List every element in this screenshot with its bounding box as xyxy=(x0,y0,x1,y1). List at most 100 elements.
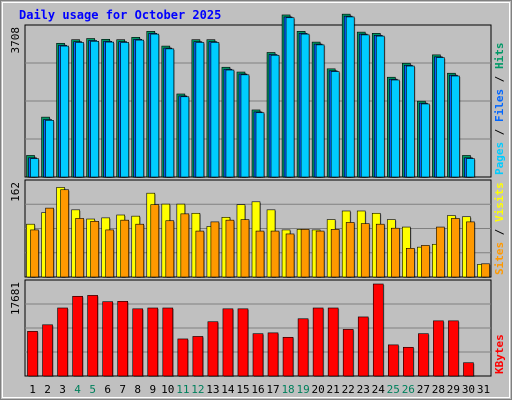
bar-pages-day-9 xyxy=(150,33,160,178)
bar-sites-day-3 xyxy=(60,189,69,278)
bar-kbytes-day-19 xyxy=(297,318,309,377)
day-label-4: 4 xyxy=(74,383,81,396)
bar-pages-day-18 xyxy=(285,17,295,178)
bar-pages-day-7 xyxy=(120,42,130,178)
day-label-23: 23 xyxy=(357,383,370,396)
bar-pages-day-26 xyxy=(406,65,415,178)
panel-visits: 162 Sites / Visits xyxy=(9,179,506,278)
bar-pages-day-17 xyxy=(270,54,280,178)
bar-pages-day-5 xyxy=(90,40,99,178)
bar-sites-day-13 xyxy=(210,221,220,278)
bar-pages-day-20 xyxy=(315,44,325,178)
panel-visits-max-label: 162 xyxy=(9,182,22,202)
bar-pages-day-11 xyxy=(180,96,190,178)
day-label-29: 29 xyxy=(447,383,460,396)
bar-sites-day-22 xyxy=(345,222,355,278)
bar-kbytes-day-7 xyxy=(117,301,129,377)
bar-pages-day-1 xyxy=(30,158,39,178)
day-label-1: 1 xyxy=(29,383,36,396)
bar-kbytes-day-26 xyxy=(403,346,414,377)
bar-sites-day-26 xyxy=(406,247,415,278)
day-label-16: 16 xyxy=(251,383,264,396)
bar-pages-day-15 xyxy=(240,74,250,178)
bar-sites-day-17 xyxy=(270,230,280,278)
bar-pages-day-23 xyxy=(360,34,370,178)
bar-pages-day-12 xyxy=(195,42,205,178)
legend-separator: / xyxy=(493,69,506,89)
bar-pages-day-30 xyxy=(466,158,475,178)
day-label-26: 26 xyxy=(402,383,415,396)
bar-sites-day-30 xyxy=(466,221,475,278)
bar-kbytes-day-24 xyxy=(372,283,384,377)
bar-kbytes-day-18 xyxy=(282,336,294,377)
legend-hits: Hits xyxy=(493,43,506,70)
bar-pages-day-8 xyxy=(135,39,145,178)
day-label-3: 3 xyxy=(59,383,66,396)
bar-sites-day-12 xyxy=(195,230,205,278)
bar-kbytes-day-29 xyxy=(448,320,459,377)
day-label-20: 20 xyxy=(312,383,325,396)
panel-hits: 3708 Pages / Files / Hits xyxy=(9,13,506,179)
bar-pages-day-14 xyxy=(225,69,235,178)
bar-pages-day-21 xyxy=(330,71,340,178)
bar-kbytes-day-5 xyxy=(87,295,98,377)
bar-sites-day-19 xyxy=(300,229,310,278)
bar-pages-day-19 xyxy=(300,33,310,178)
legend-kbytes: KBytes xyxy=(493,334,506,374)
day-label-27: 27 xyxy=(417,383,430,396)
bar-sites-day-18 xyxy=(285,233,295,278)
bar-pages-day-10 xyxy=(165,48,175,178)
day-label-14: 14 xyxy=(221,383,235,396)
day-label-5: 5 xyxy=(89,383,96,396)
day-label-2: 2 xyxy=(44,383,51,396)
bar-kbytes-day-9 xyxy=(147,307,159,377)
bar-kbytes-day-10 xyxy=(162,307,174,377)
bar-kbytes-day-1 xyxy=(27,331,38,377)
day-label-6: 6 xyxy=(104,383,111,396)
bar-kbytes-day-6 xyxy=(102,301,113,377)
bar-kbytes-day-12 xyxy=(192,336,204,377)
bar-sites-day-16 xyxy=(255,230,265,278)
day-label-15: 15 xyxy=(236,383,249,396)
day-label-8: 8 xyxy=(134,383,141,396)
panel-kbytes-legend: KBytes xyxy=(493,334,506,374)
bar-kbytes-day-28 xyxy=(433,320,444,377)
day-label-17: 17 xyxy=(266,383,279,396)
bar-kbytes-day-11 xyxy=(177,338,189,377)
bar-kbytes-day-16 xyxy=(252,333,264,377)
bar-sites-day-25 xyxy=(390,227,400,278)
day-label-25: 25 xyxy=(387,383,400,396)
bar-sites-day-2 xyxy=(45,207,54,278)
bar-sites-day-11 xyxy=(180,213,190,278)
bar-kbytes-day-20 xyxy=(312,307,324,377)
bar-kbytes-day-2 xyxy=(42,324,53,377)
legend-pages: Pages xyxy=(493,142,506,175)
bar-pages-day-28 xyxy=(436,57,445,178)
legend-separator: / xyxy=(493,222,506,242)
day-label-18: 18 xyxy=(281,383,294,396)
bar-pages-day-13 xyxy=(210,42,220,178)
chart-frame-inner xyxy=(2,2,510,398)
bar-kbytes-day-8 xyxy=(132,308,144,377)
bar-kbytes-day-13 xyxy=(207,321,219,377)
bar-pages-day-27 xyxy=(421,103,430,178)
bar-sites-day-15 xyxy=(240,219,250,278)
day-label-31: 31 xyxy=(477,383,490,396)
bar-pages-day-4 xyxy=(75,42,84,178)
bar-sites-day-5 xyxy=(90,221,99,278)
bar-pages-day-25 xyxy=(390,79,400,178)
bar-sites-day-27 xyxy=(421,245,430,278)
day-label-11: 11 xyxy=(176,383,189,396)
legend-sites: Sites xyxy=(493,242,506,275)
bar-sites-day-29 xyxy=(451,218,460,278)
bar-pages-day-2 xyxy=(45,120,54,178)
bar-kbytes-day-21 xyxy=(327,307,339,377)
day-label-10: 10 xyxy=(161,383,174,396)
bar-kbytes-day-3 xyxy=(57,307,68,377)
bar-kbytes-day-27 xyxy=(418,333,429,377)
bar-sites-day-14 xyxy=(225,219,235,278)
bar-kbytes-day-30 xyxy=(463,362,474,377)
day-label-24: 24 xyxy=(372,383,386,396)
panel-hits-legend: Pages / Files / Hits xyxy=(493,43,506,176)
